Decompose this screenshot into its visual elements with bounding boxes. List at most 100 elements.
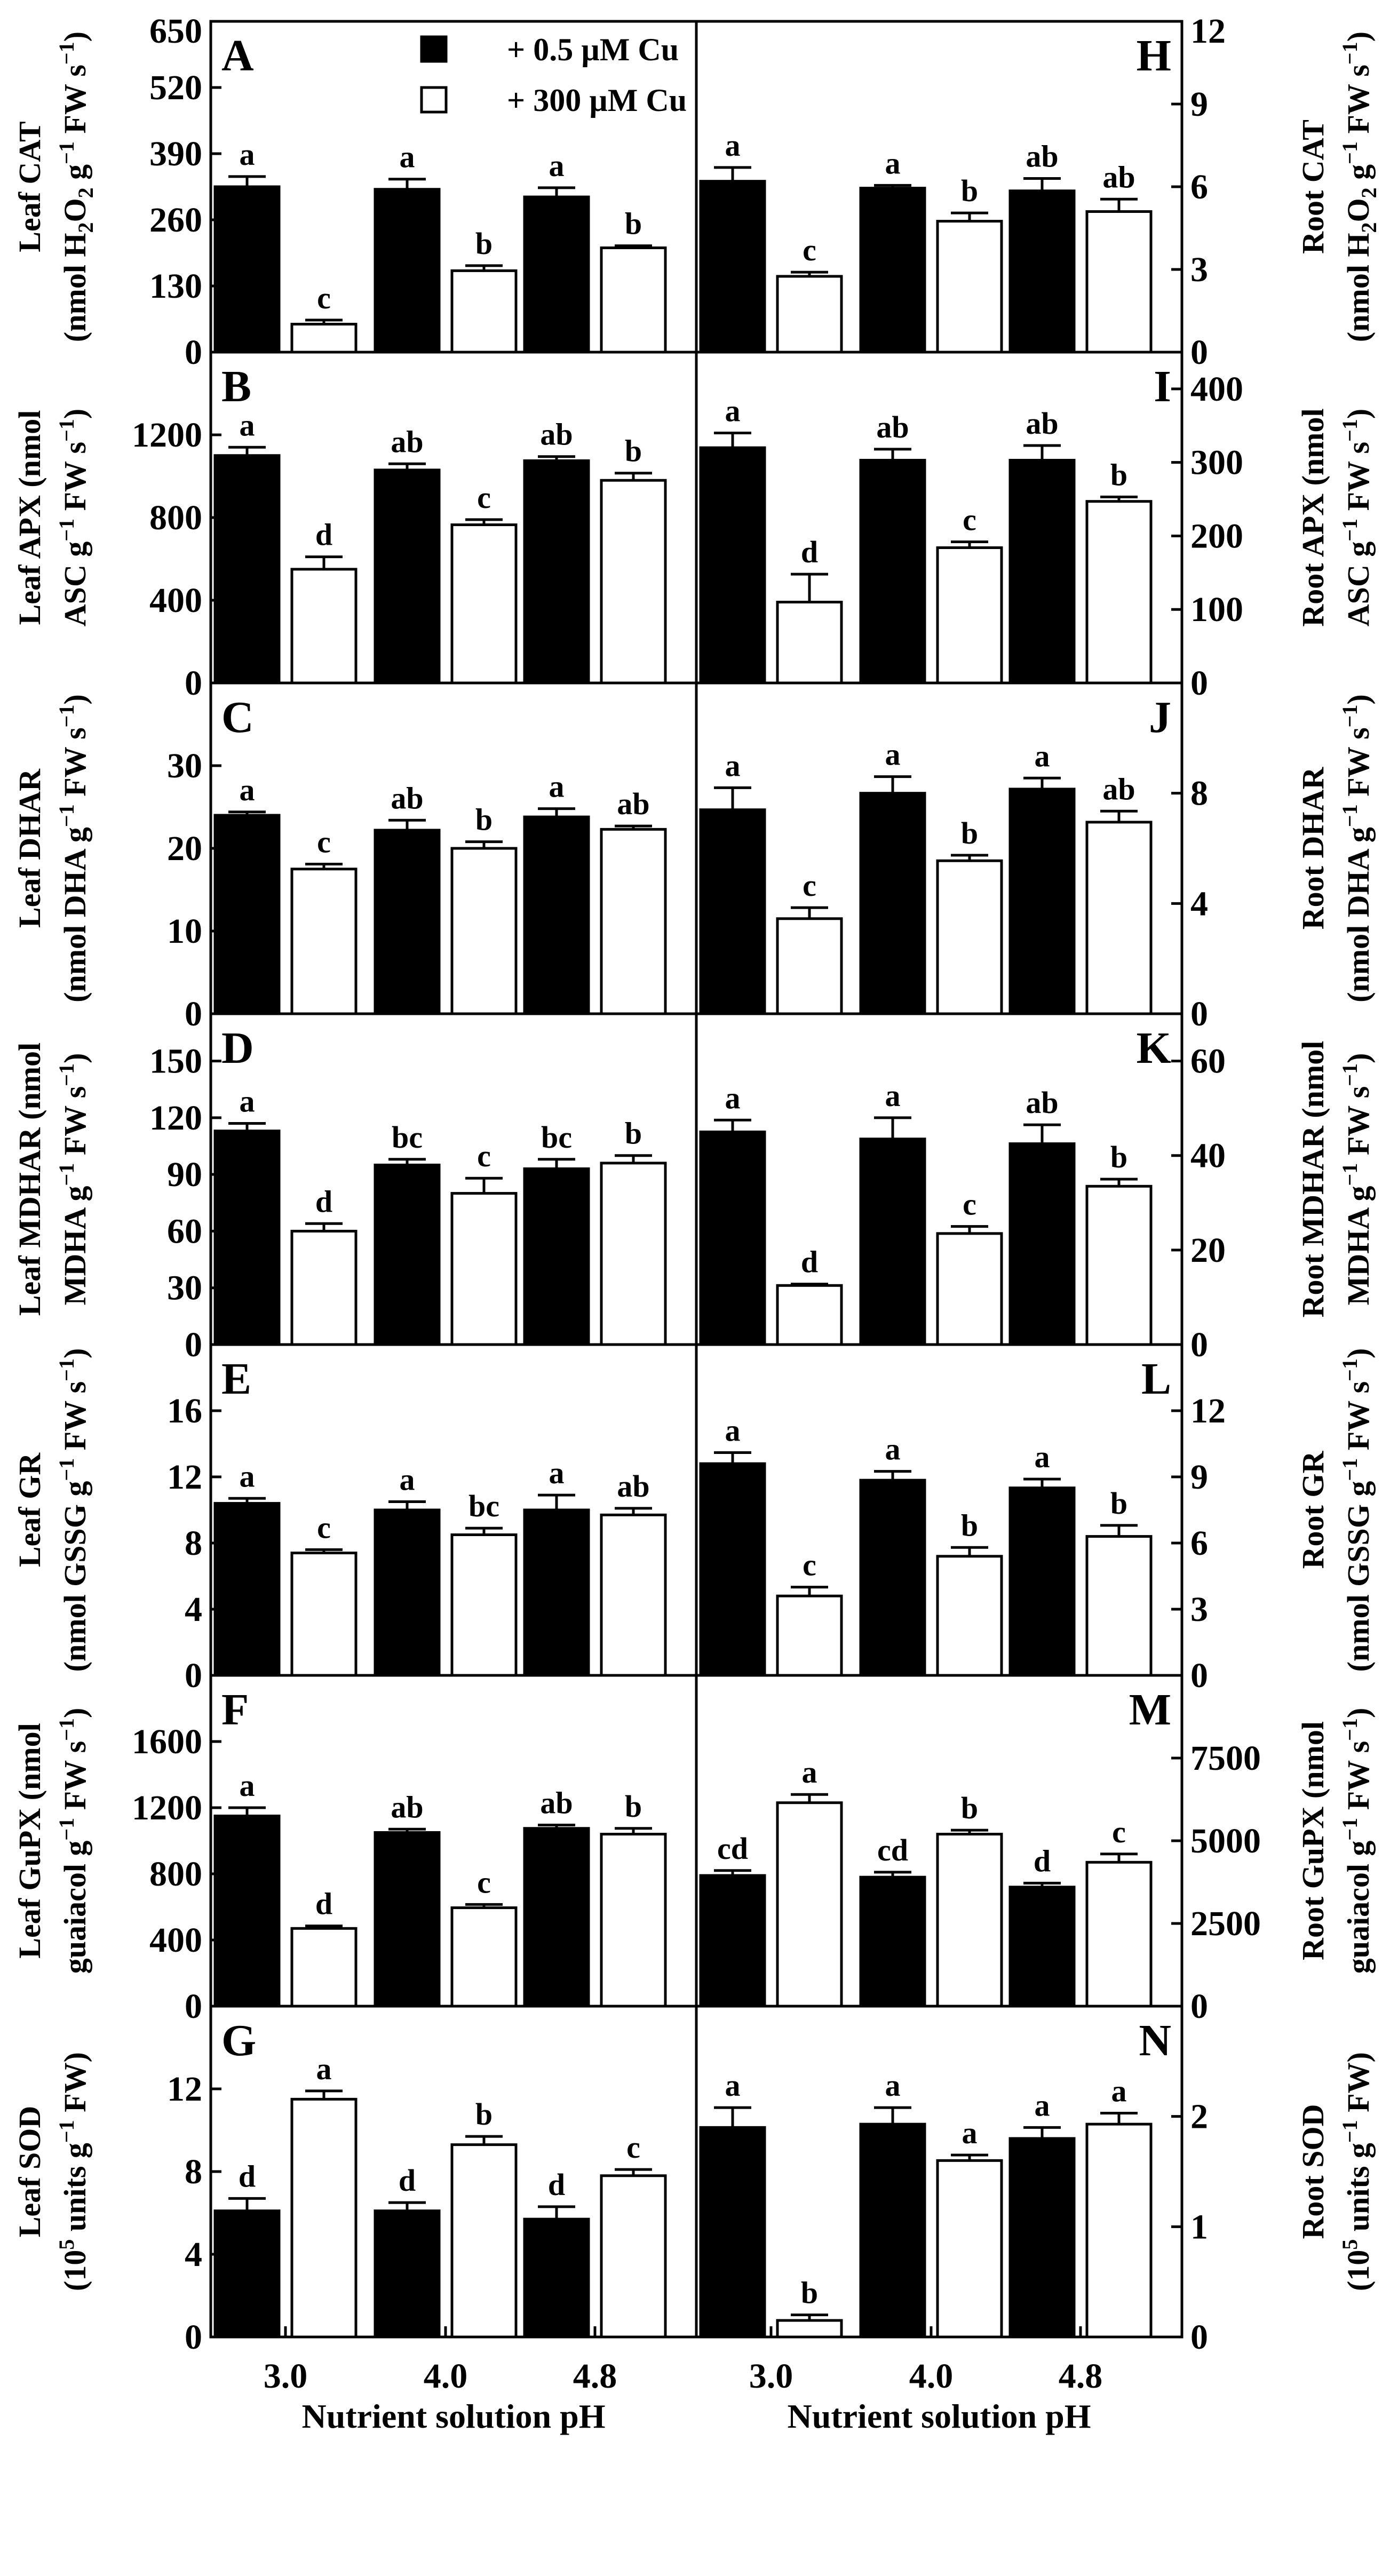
significance-letter: d bbox=[801, 535, 818, 569]
label-segment: Leaf SOD bbox=[12, 2106, 47, 2238]
label-segment: Leaf GuPX (nmol bbox=[12, 1723, 47, 1958]
y-tick-label: 390 bbox=[149, 134, 202, 173]
y-axis-label-line: (105 units g−1 FW) bbox=[54, 2052, 92, 2291]
bar bbox=[1085, 500, 1153, 685]
y-tick-label: 9 bbox=[1190, 85, 1208, 124]
label-segment: ) bbox=[1341, 409, 1376, 419]
y-tick-label: 0 bbox=[185, 1987, 202, 2026]
y-tick-label: 300 bbox=[1190, 443, 1243, 482]
y-tick-label: 0 bbox=[1190, 1325, 1208, 1364]
significance-letter: ab bbox=[391, 1790, 423, 1824]
label-superscript: −1 bbox=[54, 2120, 78, 2143]
y-tick-label: 400 bbox=[1190, 370, 1243, 409]
panel-label: F bbox=[221, 1685, 249, 1735]
significance-letter: b bbox=[475, 226, 493, 261]
y-tick-label: 4 bbox=[185, 2235, 202, 2274]
panel-label: H bbox=[1137, 31, 1171, 81]
label-superscript: −1 bbox=[1338, 1063, 1362, 1086]
bar bbox=[859, 2122, 926, 2339]
label-superscript: −1 bbox=[54, 1163, 78, 1186]
bar bbox=[374, 1163, 441, 1346]
y-axis-label-line: Root GuPX (nmol bbox=[1296, 1721, 1330, 1960]
bar bbox=[936, 220, 1003, 354]
panel-label: B bbox=[221, 362, 251, 411]
y-tick-label: 0 bbox=[185, 995, 202, 1033]
bar bbox=[374, 829, 441, 1015]
bar bbox=[523, 195, 590, 354]
label-segment: FW s bbox=[1341, 65, 1376, 141]
bar bbox=[374, 468, 441, 685]
y-tick-label: 60 bbox=[167, 1212, 202, 1251]
bar bbox=[1085, 1535, 1153, 1677]
y-axis-label: (105 units g−1 FW) bbox=[54, 2052, 92, 2291]
bar bbox=[374, 188, 441, 354]
y-axis-label: Root CAT bbox=[1296, 120, 1330, 254]
label-segment: ) bbox=[58, 409, 92, 419]
label-superscript: 5 bbox=[1338, 2239, 1362, 2250]
label-superscript: −1 bbox=[54, 419, 78, 442]
bar bbox=[776, 1284, 843, 1346]
y-tick-label: 30 bbox=[167, 1269, 202, 1308]
bar bbox=[859, 1875, 926, 2008]
significance-letter: ab bbox=[876, 410, 909, 444]
bar bbox=[450, 1533, 518, 1677]
y-tick-label: 16 bbox=[167, 1392, 202, 1430]
bar bbox=[213, 1130, 281, 1346]
bar bbox=[600, 479, 667, 685]
y-tick-label: 0 bbox=[185, 1656, 202, 1695]
y-axis-label-line: guaiacol g−1 FW s−1) bbox=[1338, 1708, 1376, 1974]
bar bbox=[450, 269, 518, 354]
label-segment: Leaf APX (nmol bbox=[12, 410, 47, 625]
label-segment: MDHA g bbox=[58, 1186, 92, 1305]
label-superscript: −1 bbox=[54, 1063, 78, 1086]
label-superscript: −1 bbox=[1338, 1718, 1362, 1741]
significance-letter: a bbox=[962, 2116, 978, 2150]
label-subscript: 2 bbox=[74, 187, 98, 198]
panel-label: M bbox=[1129, 1685, 1171, 1735]
label-segment: ASC g bbox=[58, 542, 92, 627]
bar bbox=[523, 1827, 590, 2008]
label-segment: (nmol GSSG g bbox=[58, 1481, 92, 1672]
y-axis-label: Root SOD bbox=[1296, 2104, 1330, 2239]
y-tick-label: 40 bbox=[1190, 1136, 1226, 1175]
y-axis-label: (nmol H2O2 g−1 FW s−1) bbox=[1338, 31, 1381, 342]
y-tick-label: 8 bbox=[1190, 774, 1208, 813]
significance-letter: ab bbox=[1102, 160, 1135, 194]
bar bbox=[290, 1552, 358, 1677]
y-tick-label: 20 bbox=[167, 829, 202, 868]
bar bbox=[776, 1594, 843, 1677]
bar bbox=[450, 1906, 518, 2008]
panel-label: C bbox=[221, 693, 254, 742]
y-axis-label-line: (105 units g−1 FW) bbox=[1338, 2052, 1376, 2291]
significance-letter: cd bbox=[877, 1833, 908, 1867]
significance-letter: b bbox=[961, 173, 978, 208]
label-superscript: −1 bbox=[54, 141, 78, 164]
label-segment: FW s bbox=[58, 442, 92, 519]
significance-letter: b bbox=[625, 434, 642, 468]
significance-letter: d bbox=[315, 1184, 332, 1219]
y-axis-label: Root DHAR bbox=[1296, 767, 1330, 930]
x-axis-title: Nutrient solution pH bbox=[788, 2397, 1091, 2435]
bar bbox=[213, 1502, 281, 1677]
bar bbox=[859, 792, 926, 1015]
label-superscript: −1 bbox=[54, 1818, 78, 1841]
bar bbox=[213, 2209, 281, 2339]
label-segment: Root GuPX (nmol bbox=[1296, 1721, 1330, 1960]
label-segment: (nmol H bbox=[58, 233, 92, 342]
significance-letter: a bbox=[725, 748, 741, 783]
label-superscript: −1 bbox=[1338, 519, 1362, 542]
label-segment: MDHA g bbox=[1341, 1186, 1376, 1305]
significance-letter: a bbox=[885, 1078, 901, 1113]
significance-letter: bc bbox=[541, 1120, 572, 1155]
y-tick-label: 400 bbox=[149, 1921, 202, 1960]
y-tick-label: 7500 bbox=[1190, 1739, 1261, 1778]
label-segment: FW) bbox=[58, 2052, 92, 2120]
label-segment: guaiacol g bbox=[58, 1841, 92, 1974]
significance-letter: bc bbox=[468, 1489, 499, 1523]
